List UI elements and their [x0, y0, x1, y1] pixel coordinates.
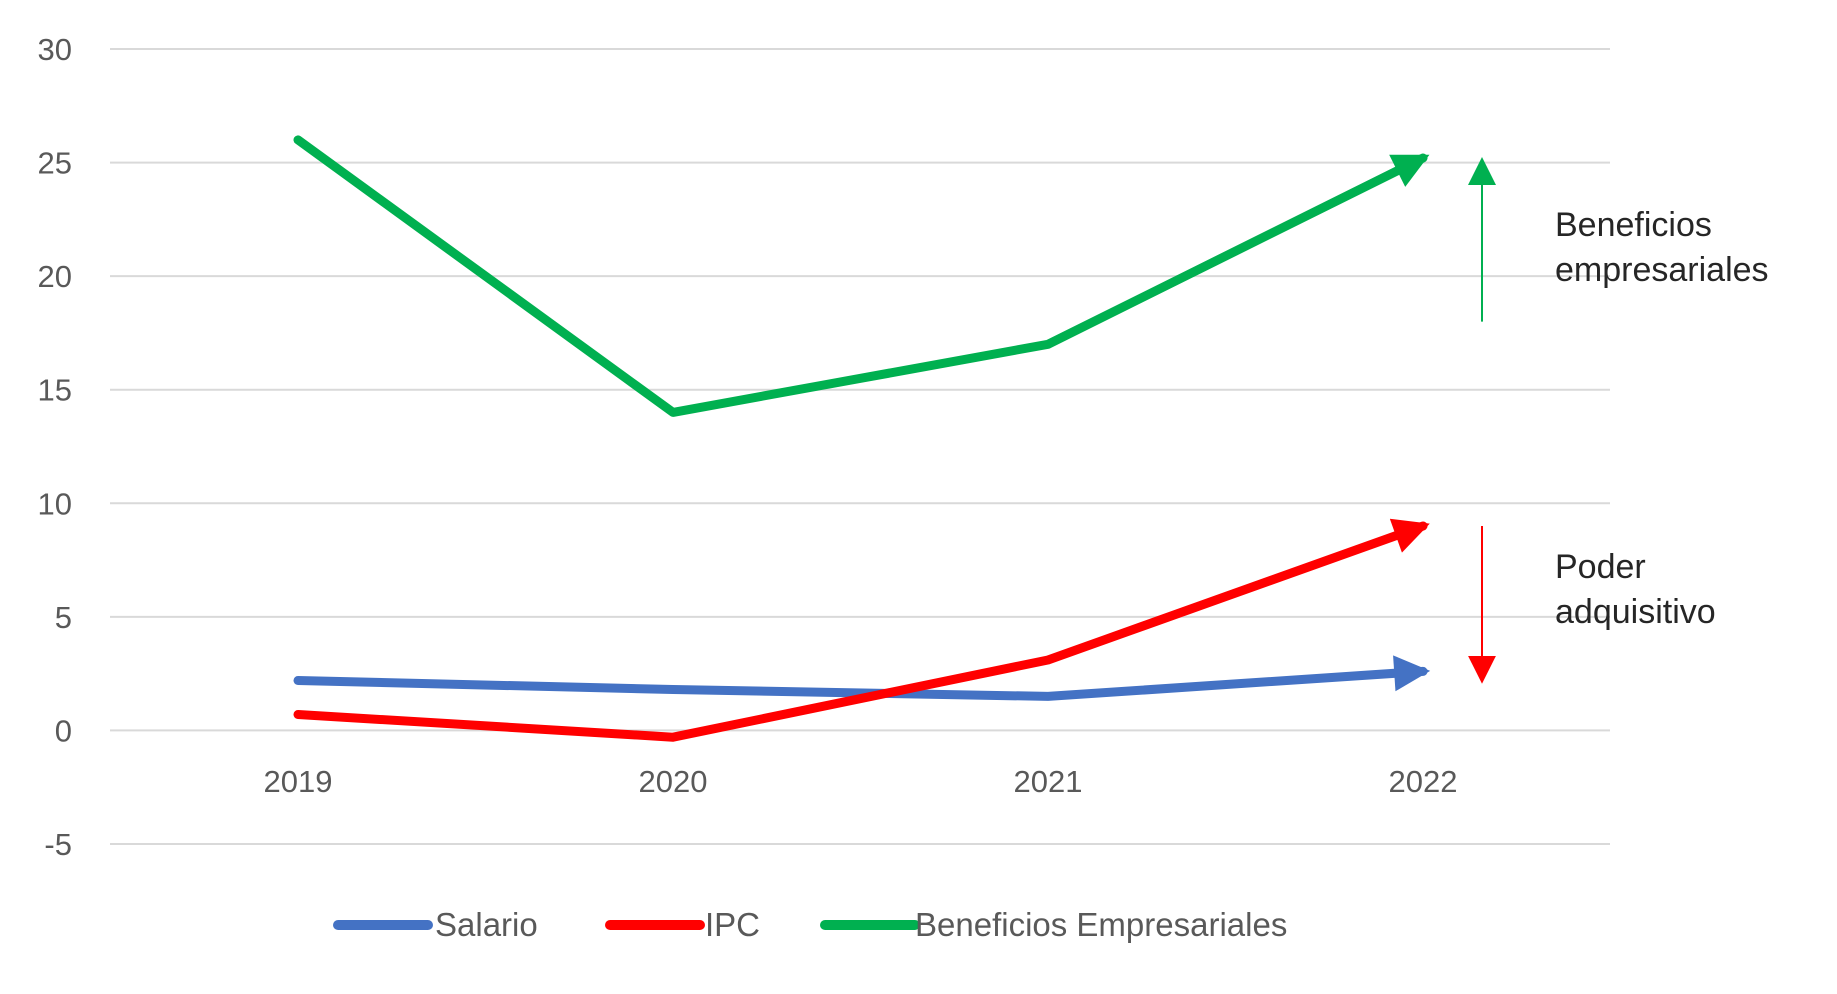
y-tick-label: 5 [55, 600, 72, 635]
y-tick-label: 20 [38, 259, 72, 294]
legend-label: IPC [705, 906, 760, 943]
y-tick-label: 30 [38, 32, 72, 67]
annotation-label: Poder [1555, 548, 1646, 586]
data-point [1047, 695, 1049, 697]
series-line-salario [293, 655, 1431, 701]
data-point [1047, 659, 1049, 661]
data-point [672, 689, 674, 691]
data-point [297, 714, 299, 716]
data-point [672, 411, 674, 413]
annotation-label: empresariales [1555, 251, 1769, 289]
x-tick-label: 2021 [1014, 764, 1083, 799]
data-point [1422, 525, 1424, 527]
annotation-label: adquisitivo [1555, 593, 1716, 631]
y-tick-label: 15 [38, 373, 72, 408]
y-tick-label: 10 [38, 486, 72, 521]
annotation-label: Beneficios [1555, 206, 1712, 244]
series-line-beneficios-empresariales [293, 135, 1430, 417]
x-tick-label: 2020 [639, 764, 708, 799]
x-tick-label: 2019 [264, 764, 333, 799]
data-point [672, 736, 674, 738]
legend-label: Salario [435, 906, 538, 943]
data-point [297, 679, 299, 681]
data-point [1047, 343, 1049, 345]
data-point [1422, 670, 1424, 672]
data-point [297, 139, 299, 141]
data-point [1422, 157, 1424, 159]
y-tick-label: -5 [44, 827, 72, 862]
legend-label: Beneficios Empresariales [915, 906, 1287, 943]
series-line-ipc [293, 518, 1430, 742]
y-tick-label: 0 [55, 713, 72, 748]
y-tick-label: 25 [38, 146, 72, 181]
x-tick-label: 2022 [1389, 764, 1458, 799]
